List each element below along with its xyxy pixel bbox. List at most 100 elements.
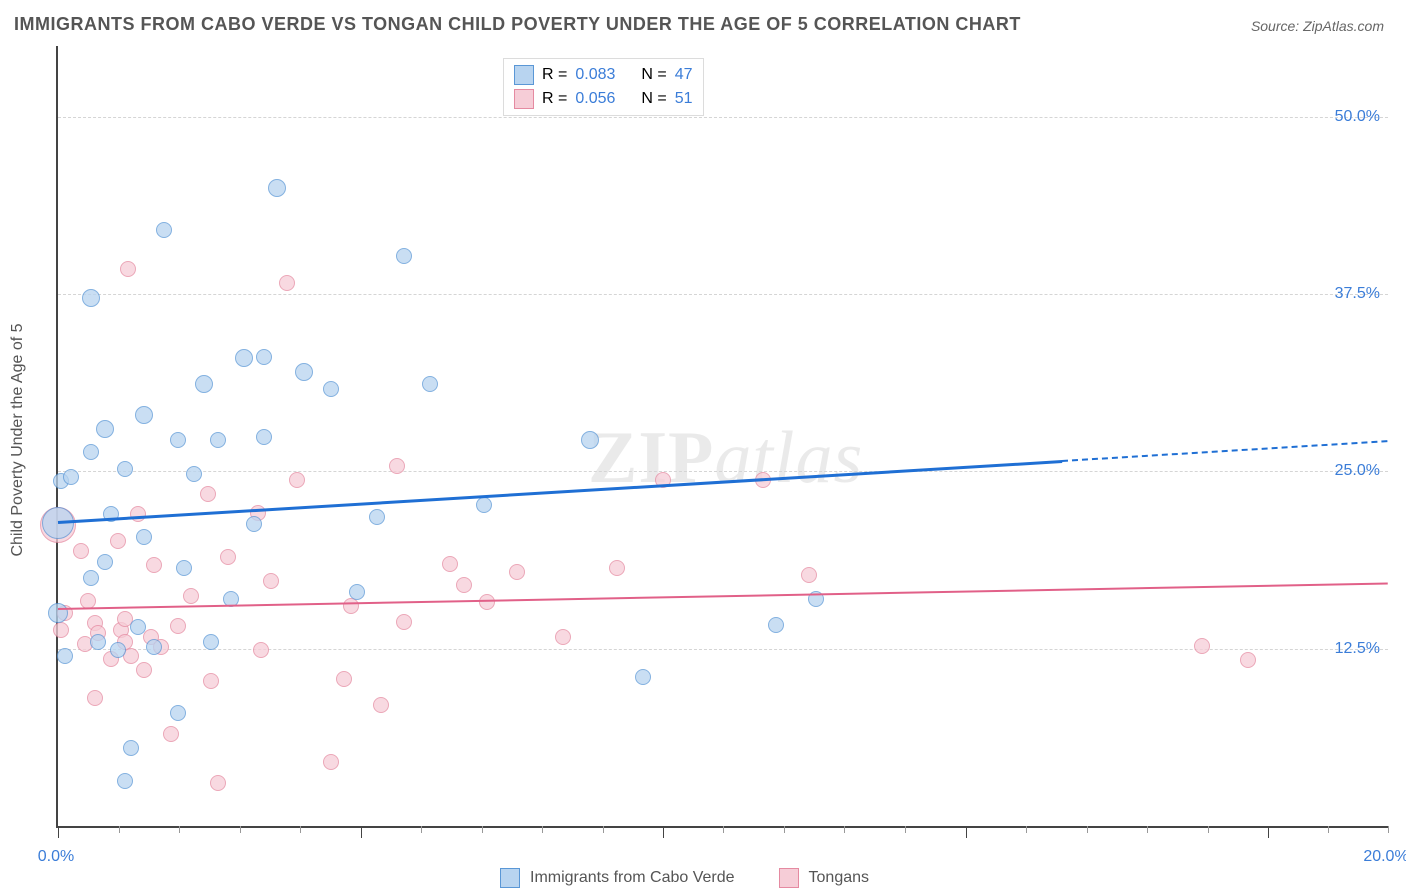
source-attribution: Source: ZipAtlas.com — [1251, 18, 1384, 34]
n-label: N = — [641, 90, 666, 108]
scatter-point-b — [801, 567, 817, 583]
scatter-point-a — [268, 179, 286, 197]
scatter-point-b — [210, 775, 226, 791]
scatter-point-b — [289, 472, 305, 488]
legend-row-a: R = 0.083 N = 47 — [514, 63, 693, 87]
scatter-point-a — [203, 634, 219, 650]
x-tick-label: 20.0% — [1363, 848, 1406, 866]
x-tick-minor — [482, 826, 483, 833]
scatter-point-b — [73, 543, 89, 559]
scatter-point-b — [343, 598, 359, 614]
trend-line — [1062, 440, 1388, 462]
scatter-point-a — [476, 497, 492, 513]
scatter-point-b — [203, 673, 219, 689]
x-tick-minor — [1208, 826, 1209, 833]
scatter-point-a — [170, 705, 186, 721]
gridline — [58, 471, 1388, 472]
scatter-point-a — [96, 420, 114, 438]
x-tick-minor — [1026, 826, 1027, 833]
scatter-point-a — [156, 222, 172, 238]
scatter-point-a — [63, 469, 79, 485]
scatter-point-a — [82, 289, 100, 307]
scatter-point-a — [246, 516, 262, 532]
x-tick-minor — [1388, 826, 1389, 833]
gridline — [58, 117, 1388, 118]
scatter-point-b — [200, 486, 216, 502]
y-axis-label: Child Poverty Under the Age of 5 — [9, 323, 27, 556]
scatter-point-a — [83, 444, 99, 460]
correlation-legend: R = 0.083 N = 47 R = 0.056 N = 51 — [503, 58, 704, 116]
scatter-point-b — [609, 560, 625, 576]
legend-swatch-a — [514, 65, 534, 85]
n-value-b: 51 — [675, 90, 693, 108]
scatter-point-a — [170, 432, 186, 448]
x-tick-minor — [240, 826, 241, 833]
scatter-point-a — [83, 570, 99, 586]
scatter-point-b — [53, 622, 69, 638]
scatter-point-a — [130, 619, 146, 635]
scatter-point-b — [396, 614, 412, 630]
y-tick-label: 50.0% — [1335, 108, 1380, 126]
scatter-point-b — [279, 275, 295, 291]
scatter-point-b — [442, 556, 458, 572]
scatter-point-b — [163, 726, 179, 742]
scatter-point-b — [110, 533, 126, 549]
scatter-point-a — [210, 432, 226, 448]
x-tick-minor — [723, 826, 724, 833]
scatter-point-a — [235, 349, 253, 367]
watermark-right: atlas — [714, 417, 863, 499]
series-a-name: Immigrants from Cabo Verde — [530, 869, 735, 887]
gridline — [58, 294, 1388, 295]
scatter-point-b — [120, 261, 136, 277]
scatter-point-a — [123, 740, 139, 756]
x-tick-minor — [905, 826, 906, 833]
legend-row-b: R = 0.056 N = 51 — [514, 87, 693, 111]
scatter-point-a — [146, 639, 162, 655]
scatter-point-b — [456, 577, 472, 593]
x-tick-minor — [844, 826, 845, 833]
x-tick-minor — [179, 826, 180, 833]
scatter-point-b — [146, 557, 162, 573]
scatter-point-b — [136, 662, 152, 678]
scatter-point-a — [295, 363, 313, 381]
scatter-point-b — [253, 642, 269, 658]
source-prefix: Source: — [1251, 18, 1303, 34]
x-tick-minor — [1087, 826, 1088, 833]
scatter-point-b — [87, 690, 103, 706]
scatter-point-b — [323, 754, 339, 770]
x-tick-major — [361, 826, 362, 838]
scatter-point-b — [80, 593, 96, 609]
scatter-point-b — [170, 618, 186, 634]
source-name: ZipAtlas.com — [1303, 18, 1384, 34]
scatter-point-a — [422, 376, 438, 392]
scatter-point-a — [90, 634, 106, 650]
scatter-point-b — [389, 458, 405, 474]
scatter-point-b — [183, 588, 199, 604]
scatter-point-a — [136, 529, 152, 545]
x-tick-minor — [421, 826, 422, 833]
r-label: R = — [542, 66, 567, 84]
scatter-point-a — [768, 617, 784, 633]
y-tick-label: 37.5% — [1335, 285, 1380, 303]
scatter-point-a — [256, 349, 272, 365]
scatter-point-a — [117, 461, 133, 477]
scatter-point-a — [135, 406, 153, 424]
scatter-point-a — [349, 584, 365, 600]
trend-line — [58, 582, 1388, 610]
scatter-point-a — [635, 669, 651, 685]
x-tick-major — [1268, 826, 1269, 838]
scatter-point-b — [263, 573, 279, 589]
legend-swatch-a — [500, 868, 520, 888]
r-value-b: 0.056 — [575, 90, 615, 108]
scatter-point-b — [130, 506, 146, 522]
legend-swatch-b — [779, 868, 799, 888]
x-tick-minor — [300, 826, 301, 833]
scatter-point-b — [1240, 652, 1256, 668]
scatter-point-a — [256, 429, 272, 445]
x-tick-minor — [784, 826, 785, 833]
scatter-point-b — [509, 564, 525, 580]
x-tick-minor — [1147, 826, 1148, 833]
scatter-point-a — [396, 248, 412, 264]
y-tick-label: 25.0% — [1335, 462, 1380, 480]
scatter-point-a — [186, 466, 202, 482]
